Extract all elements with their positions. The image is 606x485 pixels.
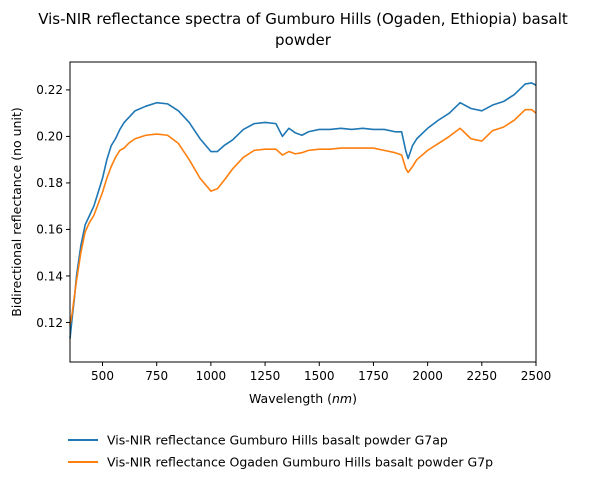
x-axis-label-unit: nm — [332, 391, 352, 406]
x-tick-label-3: 1250 — [250, 369, 281, 383]
x-tick-label-7: 2250 — [467, 369, 498, 383]
x-axis-ticks: 500 750 1000 1250 1500 1750 2000 2250 2500 — [91, 362, 551, 383]
series-line-1 — [69, 108, 537, 325]
chart-title-line2: powder — [275, 31, 332, 49]
y-tick-label-2: 0.16 — [36, 223, 63, 237]
series-line-0 — [69, 82, 537, 339]
x-tick-label-5: 1750 — [358, 369, 389, 383]
x-tick-label-8: 2500 — [521, 369, 552, 383]
chart-title-line1: Vis-NIR reflectance spectra of Gumburo H… — [38, 10, 568, 28]
series-layer — [69, 82, 537, 339]
x-axis-label-prefix: Wavelength ( — [249, 391, 332, 406]
plot-frame — [69, 61, 537, 363]
legend-label-g7p: Vis-NIR reflectance Ogaden Gumburo Hills… — [107, 455, 493, 470]
x-tick-label-2: 1000 — [196, 369, 227, 383]
x-tick-label-1: 750 — [145, 369, 168, 383]
y-tick-label-3: 0.18 — [36, 176, 63, 190]
x-axis-label-suffix: ) — [352, 391, 357, 406]
x-tick-label-4: 1500 — [304, 369, 335, 383]
legend-label-g7ap: Vis-NIR reflectance Gumburo Hills basalt… — [107, 433, 448, 448]
legend: Vis-NIR reflectance Gumburo Hills basalt… — [68, 433, 493, 470]
x-tick-label-0: 500 — [91, 369, 114, 383]
y-tick-label-4: 0.20 — [36, 130, 63, 144]
y-tick-label-5: 0.22 — [36, 83, 63, 97]
y-tick-label-1: 0.14 — [36, 269, 63, 283]
y-tick-label-0: 0.12 — [36, 316, 63, 330]
x-tick-label-6: 2000 — [412, 369, 443, 383]
y-axis-ticks: 0.12 0.14 0.16 0.18 0.20 0.22 — [36, 83, 70, 330]
x-axis-label: Wavelength (nm) — [249, 391, 357, 406]
y-axis-label: Bidirectional reflectance (no unit) — [9, 107, 24, 316]
